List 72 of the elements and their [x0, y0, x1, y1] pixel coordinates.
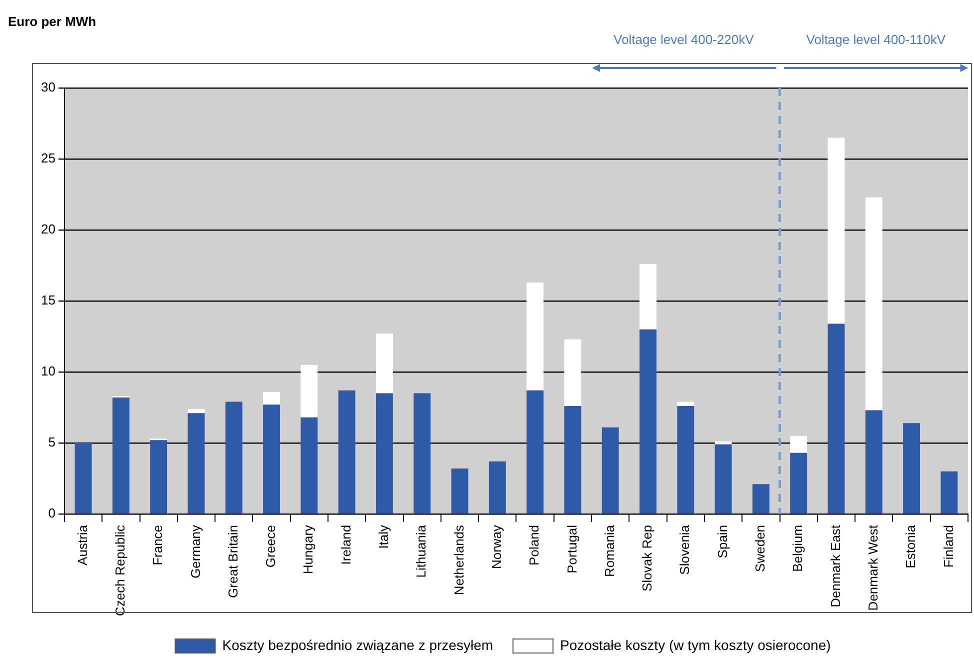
y-tick-label: 30 [40, 80, 56, 95]
x-tick-label: Belgium [790, 524, 806, 572]
bar [225, 402, 242, 514]
legend-label: Koszty bezpośrednio związane z przesyłem [222, 636, 494, 653]
x-tick-label: Netherlands [451, 524, 466, 596]
bar [300, 417, 318, 514]
bar [752, 484, 770, 514]
y-tick-label: 0 [48, 506, 56, 521]
bar [903, 423, 920, 514]
bar [828, 138, 845, 324]
bar [602, 427, 619, 514]
bar [300, 364, 318, 418]
x-tick-label: France [150, 524, 166, 566]
x-tick-label: Spain [714, 524, 730, 558]
x-tick-label: Romania [602, 524, 617, 577]
y-tick-label: 20 [40, 222, 56, 237]
bar [714, 444, 732, 514]
x-tick-label: Greece [263, 524, 278, 568]
bar [74, 442, 92, 514]
x-tick-label: Hungary [300, 524, 316, 574]
bar [865, 410, 882, 514]
x-tick-label: Slovak Rep [640, 524, 655, 592]
bar [488, 461, 506, 514]
y-tick-label: 5 [48, 434, 56, 450]
bar [564, 406, 582, 514]
x-tick-label: Portugal [564, 524, 580, 574]
bar [940, 471, 958, 514]
bar [263, 392, 280, 405]
bar [150, 440, 168, 514]
bar [677, 406, 694, 514]
x-tick-label: Slovenia [677, 524, 692, 575]
y-tick-label: 10 [40, 364, 56, 379]
x-tick-label: Lithuania [414, 524, 429, 578]
bar [714, 442, 732, 444]
bar [640, 329, 656, 514]
x-tick-label: Poland [526, 524, 542, 566]
text: Voltage level 400-220kV [614, 32, 754, 47]
bar [188, 413, 205, 514]
bar [865, 197, 882, 410]
bar [526, 282, 544, 390]
x-tick-label: Norway [488, 524, 504, 570]
x-tick-label: Estonia [903, 524, 918, 568]
x-tick-label: Denmark West [865, 524, 880, 611]
bar [112, 398, 130, 514]
x-tick-label: Finland [940, 524, 956, 568]
x-tick-label: Ireland [338, 524, 354, 565]
y-axis-title: Euro per MWh [8, 14, 96, 29]
x-tick-label: Germany [188, 524, 203, 578]
bar [376, 393, 393, 514]
bar [451, 468, 468, 514]
x-tick-label: Czech Republic [112, 524, 128, 616]
text: Voltage level 400-110kV [806, 32, 946, 47]
bar [790, 436, 808, 453]
bar [790, 452, 808, 514]
x-tick-label: Great Britain [225, 524, 240, 598]
bar [188, 408, 205, 414]
x-tick-label: Italy [376, 524, 392, 549]
legend-label: Pozostałe koszty (w tym koszty osierocone) [560, 636, 831, 653]
bar [338, 390, 356, 514]
bar [677, 402, 694, 406]
x-tick-label: Denmark East [828, 524, 843, 608]
bar [376, 334, 393, 394]
bar [828, 324, 845, 514]
bar [414, 393, 431, 514]
bar [526, 390, 544, 514]
y-tick-label: 25 [40, 150, 56, 166]
bar [640, 264, 656, 330]
x-tick-label: Austria [74, 524, 90, 566]
bar [263, 404, 280, 514]
x-tick-label: Sweden [752, 524, 768, 572]
y-tick-label: 15 [40, 292, 56, 308]
bar [564, 339, 582, 406]
